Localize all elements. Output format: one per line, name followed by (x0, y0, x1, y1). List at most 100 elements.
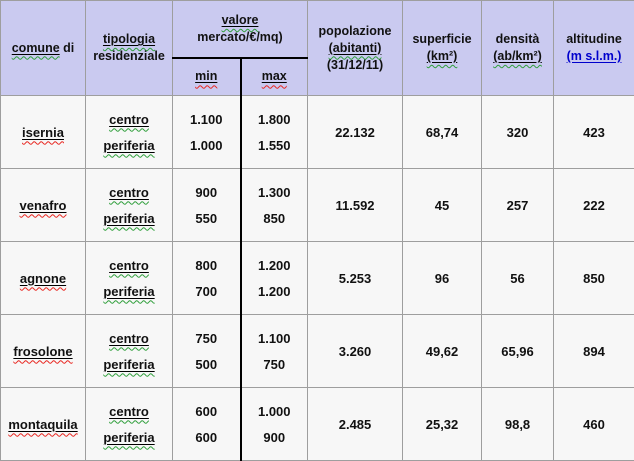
min-cell: 900 550 (173, 169, 241, 242)
tipologia-cell: centro periferia (86, 242, 173, 315)
table-row-isernia: isernia centro periferia 1.100 1.000 1.8… (1, 96, 634, 169)
header-superficie: superficie (km²) (403, 1, 482, 96)
comune-name: venafro (20, 198, 67, 213)
max-cell: 1.200 1.200 (241, 242, 308, 315)
altitudine-cell: 894 (554, 315, 634, 388)
altitudine-cell: 222 (554, 169, 634, 242)
header-altitudine: altitudine (m s.l.m.) (554, 1, 634, 96)
min-cell: 600 600 (173, 388, 241, 461)
header-tipologia-line1: tipologia (103, 32, 155, 46)
max-periferia-value: 1.200 (258, 284, 291, 299)
min-centro-value: 900 (195, 185, 217, 200)
header-tipologia: tipologia residenziale (86, 1, 173, 96)
tipologia-cell: centro periferia (86, 96, 173, 169)
max-centro-value: 1.100 (258, 331, 291, 346)
header-tipologia-line2: residenziale (93, 49, 165, 63)
table-row-montaquila: montaquila centro periferia 600 600 1.00… (1, 388, 634, 461)
tipologia-cell: centro periferia (86, 169, 173, 242)
altitudine-cell: 423 (554, 96, 634, 169)
comune-name: frosolone (13, 344, 72, 359)
header-max: max (241, 58, 308, 96)
tipologia-periferia: periferia (103, 430, 154, 445)
popolazione-cell: 2.485 (308, 388, 403, 461)
max-periferia-value: 900 (263, 430, 285, 445)
min-centro-value: 1.100 (190, 112, 223, 127)
header-max-label: max (262, 69, 287, 83)
superficie-cell: 49,62 (403, 315, 482, 388)
max-cell: 1.100 750 (241, 315, 308, 388)
tipologia-periferia: periferia (103, 284, 154, 299)
densita-cell: 320 (482, 96, 554, 169)
header-densita: densità (ab/km²) (482, 1, 554, 96)
densita-cell: 56 (482, 242, 554, 315)
table-row-venafro: venafro centro periferia 900 550 1.300 8… (1, 169, 634, 242)
superficie-cell: 45 (403, 169, 482, 242)
max-periferia-value: 750 (263, 357, 285, 372)
header-min-label: min (195, 69, 217, 83)
max-centro-value: 1.300 (258, 185, 291, 200)
header-popolazione-line2: (abitanti) (329, 41, 382, 55)
altitudine-cell: 460 (554, 388, 634, 461)
header-superficie-line1: superficie (412, 32, 471, 46)
min-centro-value: 600 (195, 404, 217, 419)
altitudine-cell: 850 (554, 242, 634, 315)
tipologia-cell: centro periferia (86, 388, 173, 461)
header-min: min (173, 58, 241, 96)
tipologia-periferia: periferia (103, 138, 154, 153)
header-popolazione: popolazione (abitanti) (31/12/11) (308, 1, 403, 96)
comune-cell: agnone (1, 242, 86, 315)
min-centro-value: 750 (195, 331, 217, 346)
max-cell: 1.000 900 (241, 388, 308, 461)
table-body: isernia centro periferia 1.100 1.000 1.8… (1, 96, 634, 461)
comune-cell: frosolone (1, 315, 86, 388)
table-row-frosolone: frosolone centro periferia 750 500 1.100… (1, 315, 634, 388)
min-periferia-value: 600 (195, 430, 217, 445)
min-periferia-value: 700 (195, 284, 217, 299)
header-altitudine-line1: altitudine (566, 32, 622, 46)
max-periferia-value: 850 (263, 211, 285, 226)
header-valore-line2: mercato/€/mq) (197, 30, 282, 44)
tipologia-centro: centro (109, 112, 149, 127)
popolazione-cell: 5.253 (308, 242, 403, 315)
header-popolazione-line1: popolazione (319, 24, 392, 38)
min-cell: 800 700 (173, 242, 241, 315)
comune-name: isernia (22, 125, 64, 140)
header-valore-group: valore mercato/€/mq) (173, 1, 308, 58)
max-periferia-value: 1.550 (258, 138, 291, 153)
header-comune-suffix: di (63, 41, 74, 55)
min-periferia-value: 550 (195, 211, 217, 226)
max-centro-value: 1.200 (258, 258, 291, 273)
superficie-cell: 96 (403, 242, 482, 315)
min-cell: 1.100 1.000 (173, 96, 241, 169)
comune-name: agnone (20, 271, 66, 286)
min-periferia-value: 1.000 (190, 138, 223, 153)
comune-cell: montaquila (1, 388, 86, 461)
superficie-cell: 68,74 (403, 96, 482, 169)
table-row-agnone: agnone centro periferia 800 700 1.200 1.… (1, 242, 634, 315)
header-valore-line1: valore (222, 13, 259, 27)
tipologia-periferia: periferia (103, 357, 154, 372)
superficie-cell: 25,32 (403, 388, 482, 461)
comune-cell: isernia (1, 96, 86, 169)
tipologia-centro: centro (109, 331, 149, 346)
header-comune: comune di (1, 1, 86, 96)
comune-name: montaquila (8, 417, 77, 432)
popolazione-cell: 22.132 (308, 96, 403, 169)
densita-cell: 257 (482, 169, 554, 242)
min-cell: 750 500 (173, 315, 241, 388)
densita-cell: 65,96 (482, 315, 554, 388)
table-header: comune di tipologia residenziale valore … (1, 1, 634, 96)
max-centro-value: 1.800 (258, 112, 291, 127)
popolazione-cell: 3.260 (308, 315, 403, 388)
tipologia-periferia: periferia (103, 211, 154, 226)
max-cell: 1.800 1.550 (241, 96, 308, 169)
comune-cell: venafro (1, 169, 86, 242)
tipologia-cell: centro periferia (86, 315, 173, 388)
tipologia-centro: centro (109, 258, 149, 273)
header-popolazione-line3: (31/12/11) (327, 58, 383, 72)
header-comune-label: comune (12, 41, 60, 55)
max-centro-value: 1.000 (258, 404, 291, 419)
header-densita-line1: densità (496, 32, 540, 46)
altitudine-mslm-link[interactable]: (m s.l.m.) (567, 49, 622, 63)
